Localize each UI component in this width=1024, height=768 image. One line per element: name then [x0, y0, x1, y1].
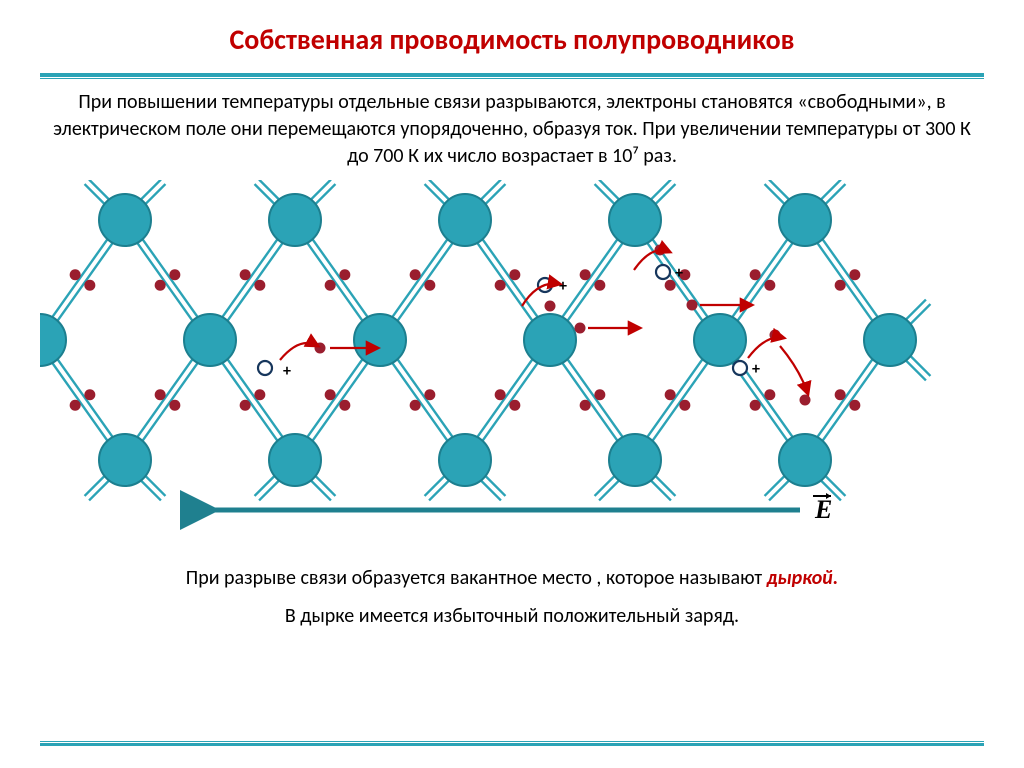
hole-charge-note: В дырке имеется избыточный положительный… [0, 590, 1024, 628]
intro-paragraph: При повышении температуры отдельные связ… [0, 79, 1024, 170]
svg-text:+: + [752, 360, 760, 379]
svg-text:+: + [283, 362, 291, 381]
divider-bottom [40, 741, 984, 746]
lattice-diagram: + + + + E [40, 180, 984, 560]
page-title: Собственная проводимость полупроводников [0, 0, 1024, 67]
svg-text:+: + [559, 277, 567, 296]
hole-definition: При разрыве связи образуется вакантное м… [0, 560, 1024, 590]
svg-text:E: E [814, 495, 832, 524]
svg-text:+: + [675, 264, 683, 283]
hole-def-prefix: При разрыве связи образуется вакантное м… [186, 566, 767, 590]
hole-word: дыркой. [767, 566, 839, 590]
